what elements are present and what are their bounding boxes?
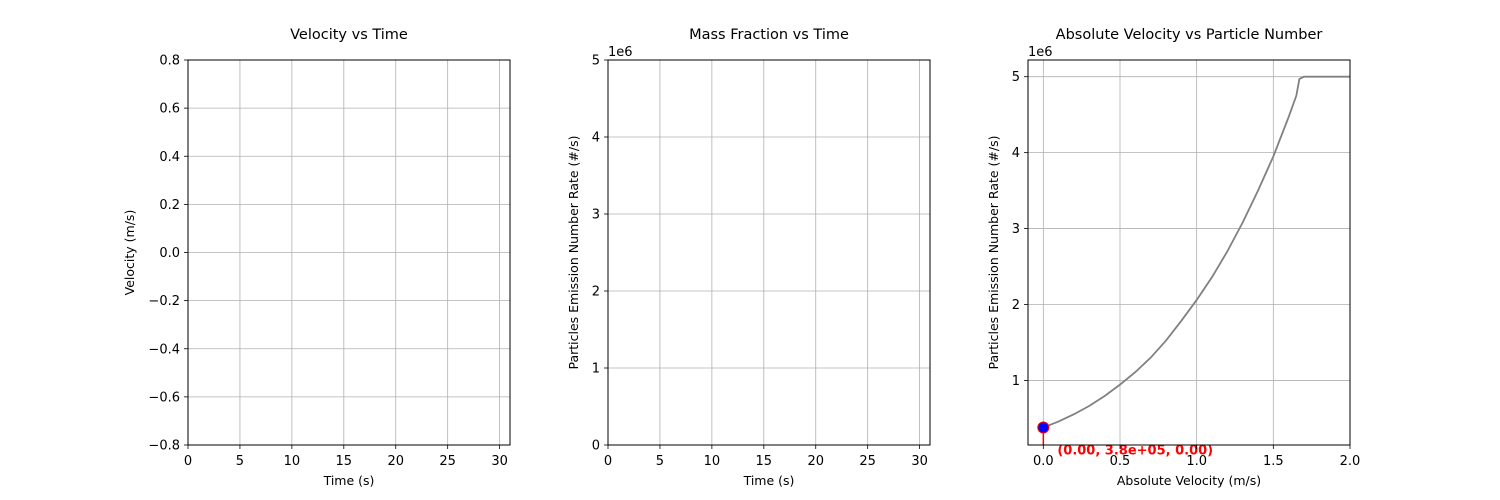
x-tick-label: 2.0 (1340, 454, 1361, 469)
chart-panel-2: 0 5 10 15 20 25 30 0 1 2 3 4 5 1e6 Mass Fraction vs Ti… (566, 27, 931, 488)
x-tick-label: 15 (756, 454, 773, 469)
x-tick-label: 20 (807, 454, 824, 469)
x-axis-label: Time (s) (323, 473, 375, 488)
x-tick-label: 30 (911, 454, 928, 469)
current-point-marker (1037, 421, 1050, 434)
y-tick-label: 5 (1012, 70, 1020, 85)
x-tick-label: 0 (604, 454, 612, 469)
y-tick-label: 1 (1012, 374, 1020, 389)
y-tick-label: 3 (1012, 222, 1020, 237)
chart-title: Absolute Velocity vs Particle Number (1056, 27, 1323, 43)
chart-title: Velocity vs Time (290, 27, 408, 43)
y-tick-label: 0.0 (159, 246, 180, 261)
y-tick-label: 0.2 (159, 198, 180, 213)
chart-panel-3: (0.00, 3.8e+05, 0.00)0.0 0.5 1.0 1.5 2.0 1 2 3 4… (986, 27, 1360, 488)
x-axis-label: Absolute Velocity (m/s) (1117, 473, 1261, 488)
x-tick-label: 15 (336, 454, 353, 469)
y-tick-label: 4 (592, 131, 600, 146)
y-tick-label: 0 (592, 439, 600, 454)
y-tick-label: 2 (1012, 298, 1020, 313)
y-tick-label: 3 (592, 208, 600, 223)
x-tick-label: 1.0 (1186, 454, 1207, 469)
y-axis-offset-text: 1e6 (608, 45, 633, 60)
y-tick-label: 0.4 (159, 150, 180, 165)
axes-frame (1027, 59, 1351, 446)
x-tick-label: 5 (656, 454, 664, 469)
x-tick-label: 0.5 (1110, 454, 1131, 469)
y-tick-label: −0.4 (148, 342, 180, 357)
x-tick-label: 5 (236, 454, 244, 469)
y-tick-label: 0.6 (159, 102, 180, 117)
y-axis-label: Particles Emission Number Rate (#/s) (986, 135, 1001, 369)
y-tick-label: 4 (1012, 146, 1020, 161)
x-tick-label: 30 (491, 454, 508, 469)
y-tick-label: −0.6 (148, 390, 180, 405)
x-tick-label: 25 (859, 454, 876, 469)
y-tick-label: 2 (592, 285, 600, 300)
x-tick-label: 1.5 (1263, 454, 1284, 469)
x-tick-label: 0.0 (1033, 454, 1054, 469)
axes-frame (607, 59, 931, 446)
y-tick-label: −0.2 (148, 294, 180, 309)
y-axis-label: Velocity (m/s) (122, 210, 137, 296)
x-tick-label: 10 (704, 454, 721, 469)
chart-panel-1: 0 5 10 15 20 25 30 −0.8 −0.6 −0.4 −0.2 0.0 0.2 0.4 0.6… (122, 27, 511, 488)
chart-title: Mass Fraction vs Time (689, 27, 849, 43)
y-tick-label: 5 (592, 54, 600, 69)
x-tick-label: 25 (439, 454, 456, 469)
x-axis-label: Time (s) (743, 473, 795, 488)
x-tick-label: 10 (284, 454, 301, 469)
point-annotation: (0.00, 3.8e+05, 0.00) (1057, 444, 1213, 459)
x-tick-label: 0 (184, 454, 192, 469)
series-line (1042, 75, 1350, 429)
y-tick-label: 1 (592, 362, 600, 377)
y-tick-label: 0.8 (159, 54, 180, 69)
y-axis-offset-text: 1e6 (1028, 45, 1053, 60)
y-axis-label: Particles Emission Number Rate (#/s) (566, 135, 581, 369)
y-tick-label: −0.8 (148, 439, 180, 454)
x-tick-label: 20 (387, 454, 404, 469)
